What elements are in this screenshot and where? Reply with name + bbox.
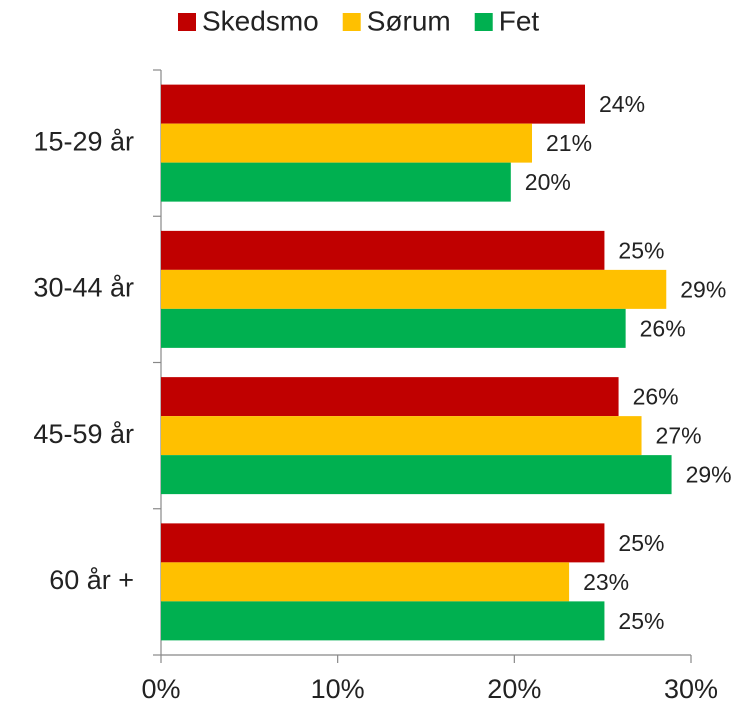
y-tick-label: 45-59 år <box>33 419 134 449</box>
data-label: 20% <box>525 169 571 195</box>
data-label: 26% <box>640 315 686 341</box>
legend-label: Fet <box>499 5 540 36</box>
bar <box>161 269 667 309</box>
bar <box>161 601 605 641</box>
y-tick-label: 30-44 år <box>33 273 134 303</box>
data-label: 24% <box>599 91 645 117</box>
data-label: 23% <box>583 569 629 595</box>
bar <box>161 562 570 602</box>
legend-swatch <box>342 13 361 31</box>
bar <box>161 308 626 348</box>
data-label: 29% <box>680 276 726 302</box>
bar <box>161 455 672 495</box>
bar <box>161 230 605 270</box>
legend-label: Skedsmo <box>202 5 319 36</box>
y-tick-label: 15-29 år <box>33 126 134 156</box>
legend-label: Sørum <box>367 5 451 36</box>
y-tick-label: 60 år + <box>49 565 134 595</box>
x-tick-label: 0% <box>141 674 180 704</box>
bar <box>161 416 642 456</box>
legend-swatch <box>474 13 493 31</box>
bar <box>161 523 605 563</box>
data-label: 25% <box>618 608 664 634</box>
data-label: 21% <box>546 130 592 156</box>
bar <box>161 84 585 124</box>
x-tick-label: 30% <box>664 674 718 704</box>
data-label: 25% <box>618 237 664 263</box>
x-tick-label: 10% <box>311 674 365 704</box>
legend-swatch <box>178 13 196 31</box>
x-tick-label: 20% <box>487 674 541 704</box>
data-label: 29% <box>686 462 732 488</box>
bar <box>161 123 532 163</box>
data-label: 26% <box>633 384 679 410</box>
data-label: 27% <box>656 423 702 449</box>
bar <box>161 162 511 202</box>
data-label: 25% <box>618 530 664 556</box>
bar <box>161 377 619 417</box>
